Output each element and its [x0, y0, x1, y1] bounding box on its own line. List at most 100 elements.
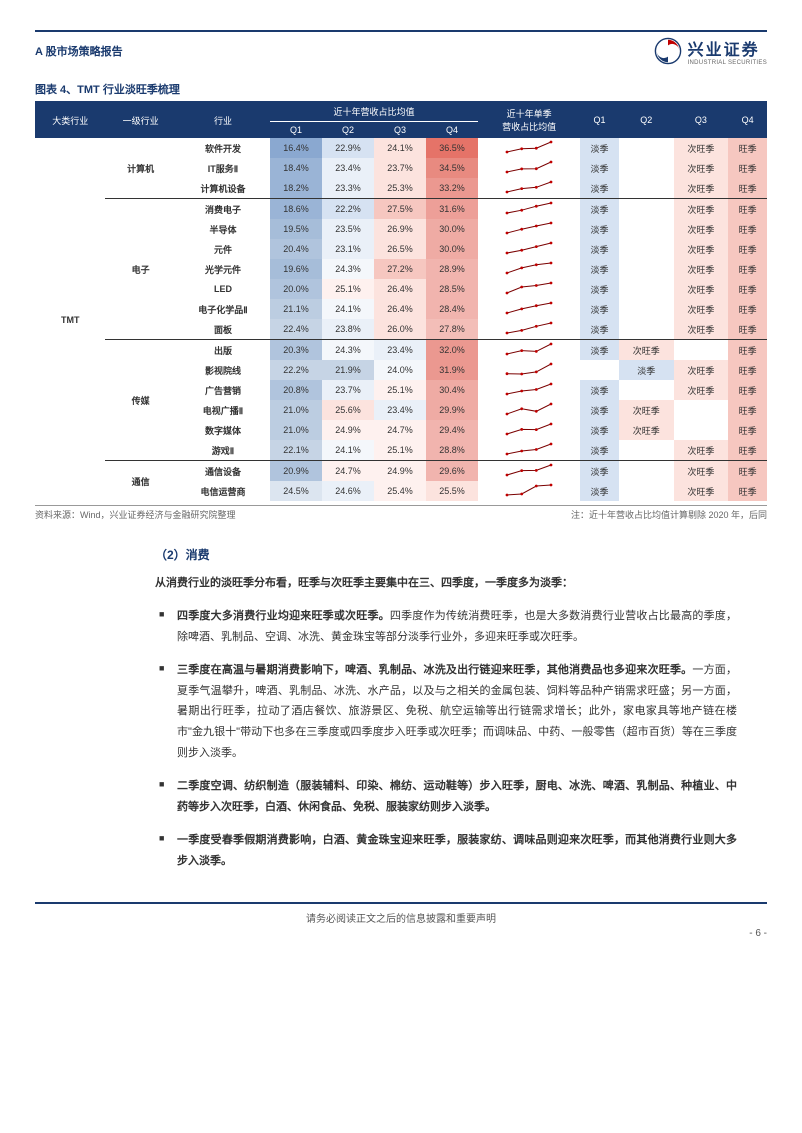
page-container: A 股市场策略报告 兴业证券 INDUSTRIAL SECURITIES 图表 …	[0, 0, 802, 1133]
cell-q1: 20.9%	[270, 461, 322, 482]
cell-q4: 28.5%	[426, 279, 478, 299]
cell-q1: 16.4%	[270, 138, 322, 158]
cell-season-q4: 旺季	[728, 158, 767, 178]
cell-q2: 25.1%	[322, 279, 374, 299]
cell-season-q1: 淡季	[580, 239, 619, 259]
cell-season-q1: 淡季	[580, 259, 619, 279]
cell-q1: 22.2%	[270, 360, 322, 380]
chart4-title: 图表 4、TMT 行业淡旺季梳理	[35, 81, 767, 102]
cell-industry: LED	[176, 279, 270, 299]
logo-icon	[654, 37, 682, 65]
cell-season-q2	[619, 178, 674, 199]
cell-q2: 24.3%	[322, 340, 374, 361]
cell-sparkline	[478, 420, 580, 440]
source-right: 注：近十年营收占比均值计算剔除 2020 年，后同	[571, 508, 767, 521]
cell-season-q1: 淡季	[580, 158, 619, 178]
cell-q2: 24.6%	[322, 481, 374, 501]
cell-season-q2: 淡季	[619, 360, 674, 380]
cell-season-q4: 旺季	[728, 138, 767, 158]
cell-season-q1: 淡季	[580, 461, 619, 482]
cell-season-q3: 次旺季	[674, 380, 729, 400]
cell-season-q3: 次旺季	[674, 279, 729, 299]
cell-season-q1: 淡季	[580, 400, 619, 420]
cell-season-q2: 次旺季	[619, 340, 674, 361]
cell-season-q2	[619, 279, 674, 299]
cell-q2: 23.7%	[322, 380, 374, 400]
page-header: A 股市场策略报告 兴业证券 INDUSTRIAL SECURITIES	[35, 36, 767, 66]
cell-season-q3: 次旺季	[674, 239, 729, 259]
cell-season-q4: 旺季	[728, 380, 767, 400]
col-sq1: Q1	[580, 102, 619, 138]
cell-q1: 20.3%	[270, 340, 322, 361]
cell-sparkline	[478, 380, 580, 400]
cell-season-q4: 旺季	[728, 319, 767, 340]
cell-q3: 24.1%	[374, 138, 426, 158]
cell-q2: 24.1%	[322, 440, 374, 461]
cell-season-q2	[619, 319, 674, 340]
cell-season-q3: 次旺季	[674, 319, 729, 340]
cell-season-q2	[619, 481, 674, 501]
cell-q3: 23.4%	[374, 340, 426, 361]
cell-season-q2	[619, 259, 674, 279]
brand-logo: 兴业证券 INDUSTRIAL SECURITIES	[654, 36, 767, 66]
cell-season-q4: 旺季	[728, 178, 767, 199]
bullet-item: 一季度受春季假期消费影响，白酒、黄金珠宝迎来旺季，服装家纺、调味品则迎来次旺季，…	[155, 830, 737, 872]
cell-season-q4: 旺季	[728, 420, 767, 440]
cell-season-q2	[619, 440, 674, 461]
cell-q3: 25.1%	[374, 440, 426, 461]
cell-season-q1: 淡季	[580, 219, 619, 239]
cell-q2: 24.1%	[322, 299, 374, 319]
cell-industry: 数字媒体	[176, 420, 270, 440]
cell-season-q2: 次旺季	[619, 420, 674, 440]
col-q2: Q2	[322, 122, 374, 139]
section-heading: （2）消费	[155, 546, 767, 563]
cell-q2: 23.3%	[322, 178, 374, 199]
cell-season-q4: 旺季	[728, 400, 767, 420]
cell-q1: 18.4%	[270, 158, 322, 178]
cell-sparkline	[478, 199, 580, 220]
cell-q3: 25.1%	[374, 380, 426, 400]
cell-season-q2	[619, 380, 674, 400]
cell-season-q3: 次旺季	[674, 440, 729, 461]
cell-sparkline	[478, 440, 580, 461]
cell-q2: 24.7%	[322, 461, 374, 482]
table-body: TMT计算机软件开发16.4%22.9%24.1%36.5%淡季次旺季旺季IT服…	[35, 138, 767, 501]
cell-q4: 33.2%	[426, 178, 478, 199]
cell-q4: 31.9%	[426, 360, 478, 380]
cell-season-q1: 淡季	[580, 481, 619, 501]
header-rule	[35, 30, 767, 32]
bullet-bold: 三季度在高温与暑期消费影响下，啤酒、乳制品、冰洗及出行链迎来旺季，其他消费品也多…	[177, 664, 692, 676]
col-grp-revenue: 近十年营收占比均值	[270, 102, 478, 122]
cell-industry: 光学元件	[176, 259, 270, 279]
cell-season-q2	[619, 219, 674, 239]
cell-q1: 24.5%	[270, 481, 322, 501]
cell-q4: 28.9%	[426, 259, 478, 279]
cell-industry: 计算机设备	[176, 178, 270, 199]
cell-season-q3: 次旺季	[674, 299, 729, 319]
cell-q4: 34.5%	[426, 158, 478, 178]
cell-sparkline	[478, 279, 580, 299]
bullet-bold: 一季度受春季假期消费影响，白酒、黄金珠宝迎来旺季，服装家纺、调味品则迎来次旺季，…	[177, 834, 737, 867]
cell-season-q4: 旺季	[728, 481, 767, 501]
cell-q3: 24.0%	[374, 360, 426, 380]
cell-sparkline	[478, 219, 580, 239]
cell-q2: 25.6%	[322, 400, 374, 420]
cell-l1: 传媒	[105, 340, 175, 461]
footer-disclaimer: 请务必阅读正文之后的信息披露和重要声明	[306, 910, 496, 925]
cell-industry: 游戏Ⅱ	[176, 440, 270, 461]
table-row: 通信通信设备20.9%24.7%24.9%29.6%淡季次旺季旺季	[35, 461, 767, 482]
bullet-item: 四季度大多消费行业均迎来旺季或次旺季。四季度作为传统消费旺季，也是大多数消费行业…	[155, 606, 737, 648]
col-spark: 近十年单季 营收占比均值	[478, 102, 580, 138]
cell-q4: 30.0%	[426, 219, 478, 239]
cell-season-q1: 淡季	[580, 340, 619, 361]
col-big: 大类行业	[35, 102, 105, 138]
cell-q4: 25.5%	[426, 481, 478, 501]
cell-q4: 32.0%	[426, 340, 478, 361]
cell-season-q2	[619, 239, 674, 259]
cell-q4: 36.5%	[426, 138, 478, 158]
cell-industry: 影视院线	[176, 360, 270, 380]
cell-season-q1: 淡季	[580, 138, 619, 158]
col-ind: 行业	[176, 102, 270, 138]
col-sq4: Q4	[728, 102, 767, 138]
cell-q4: 30.0%	[426, 239, 478, 259]
